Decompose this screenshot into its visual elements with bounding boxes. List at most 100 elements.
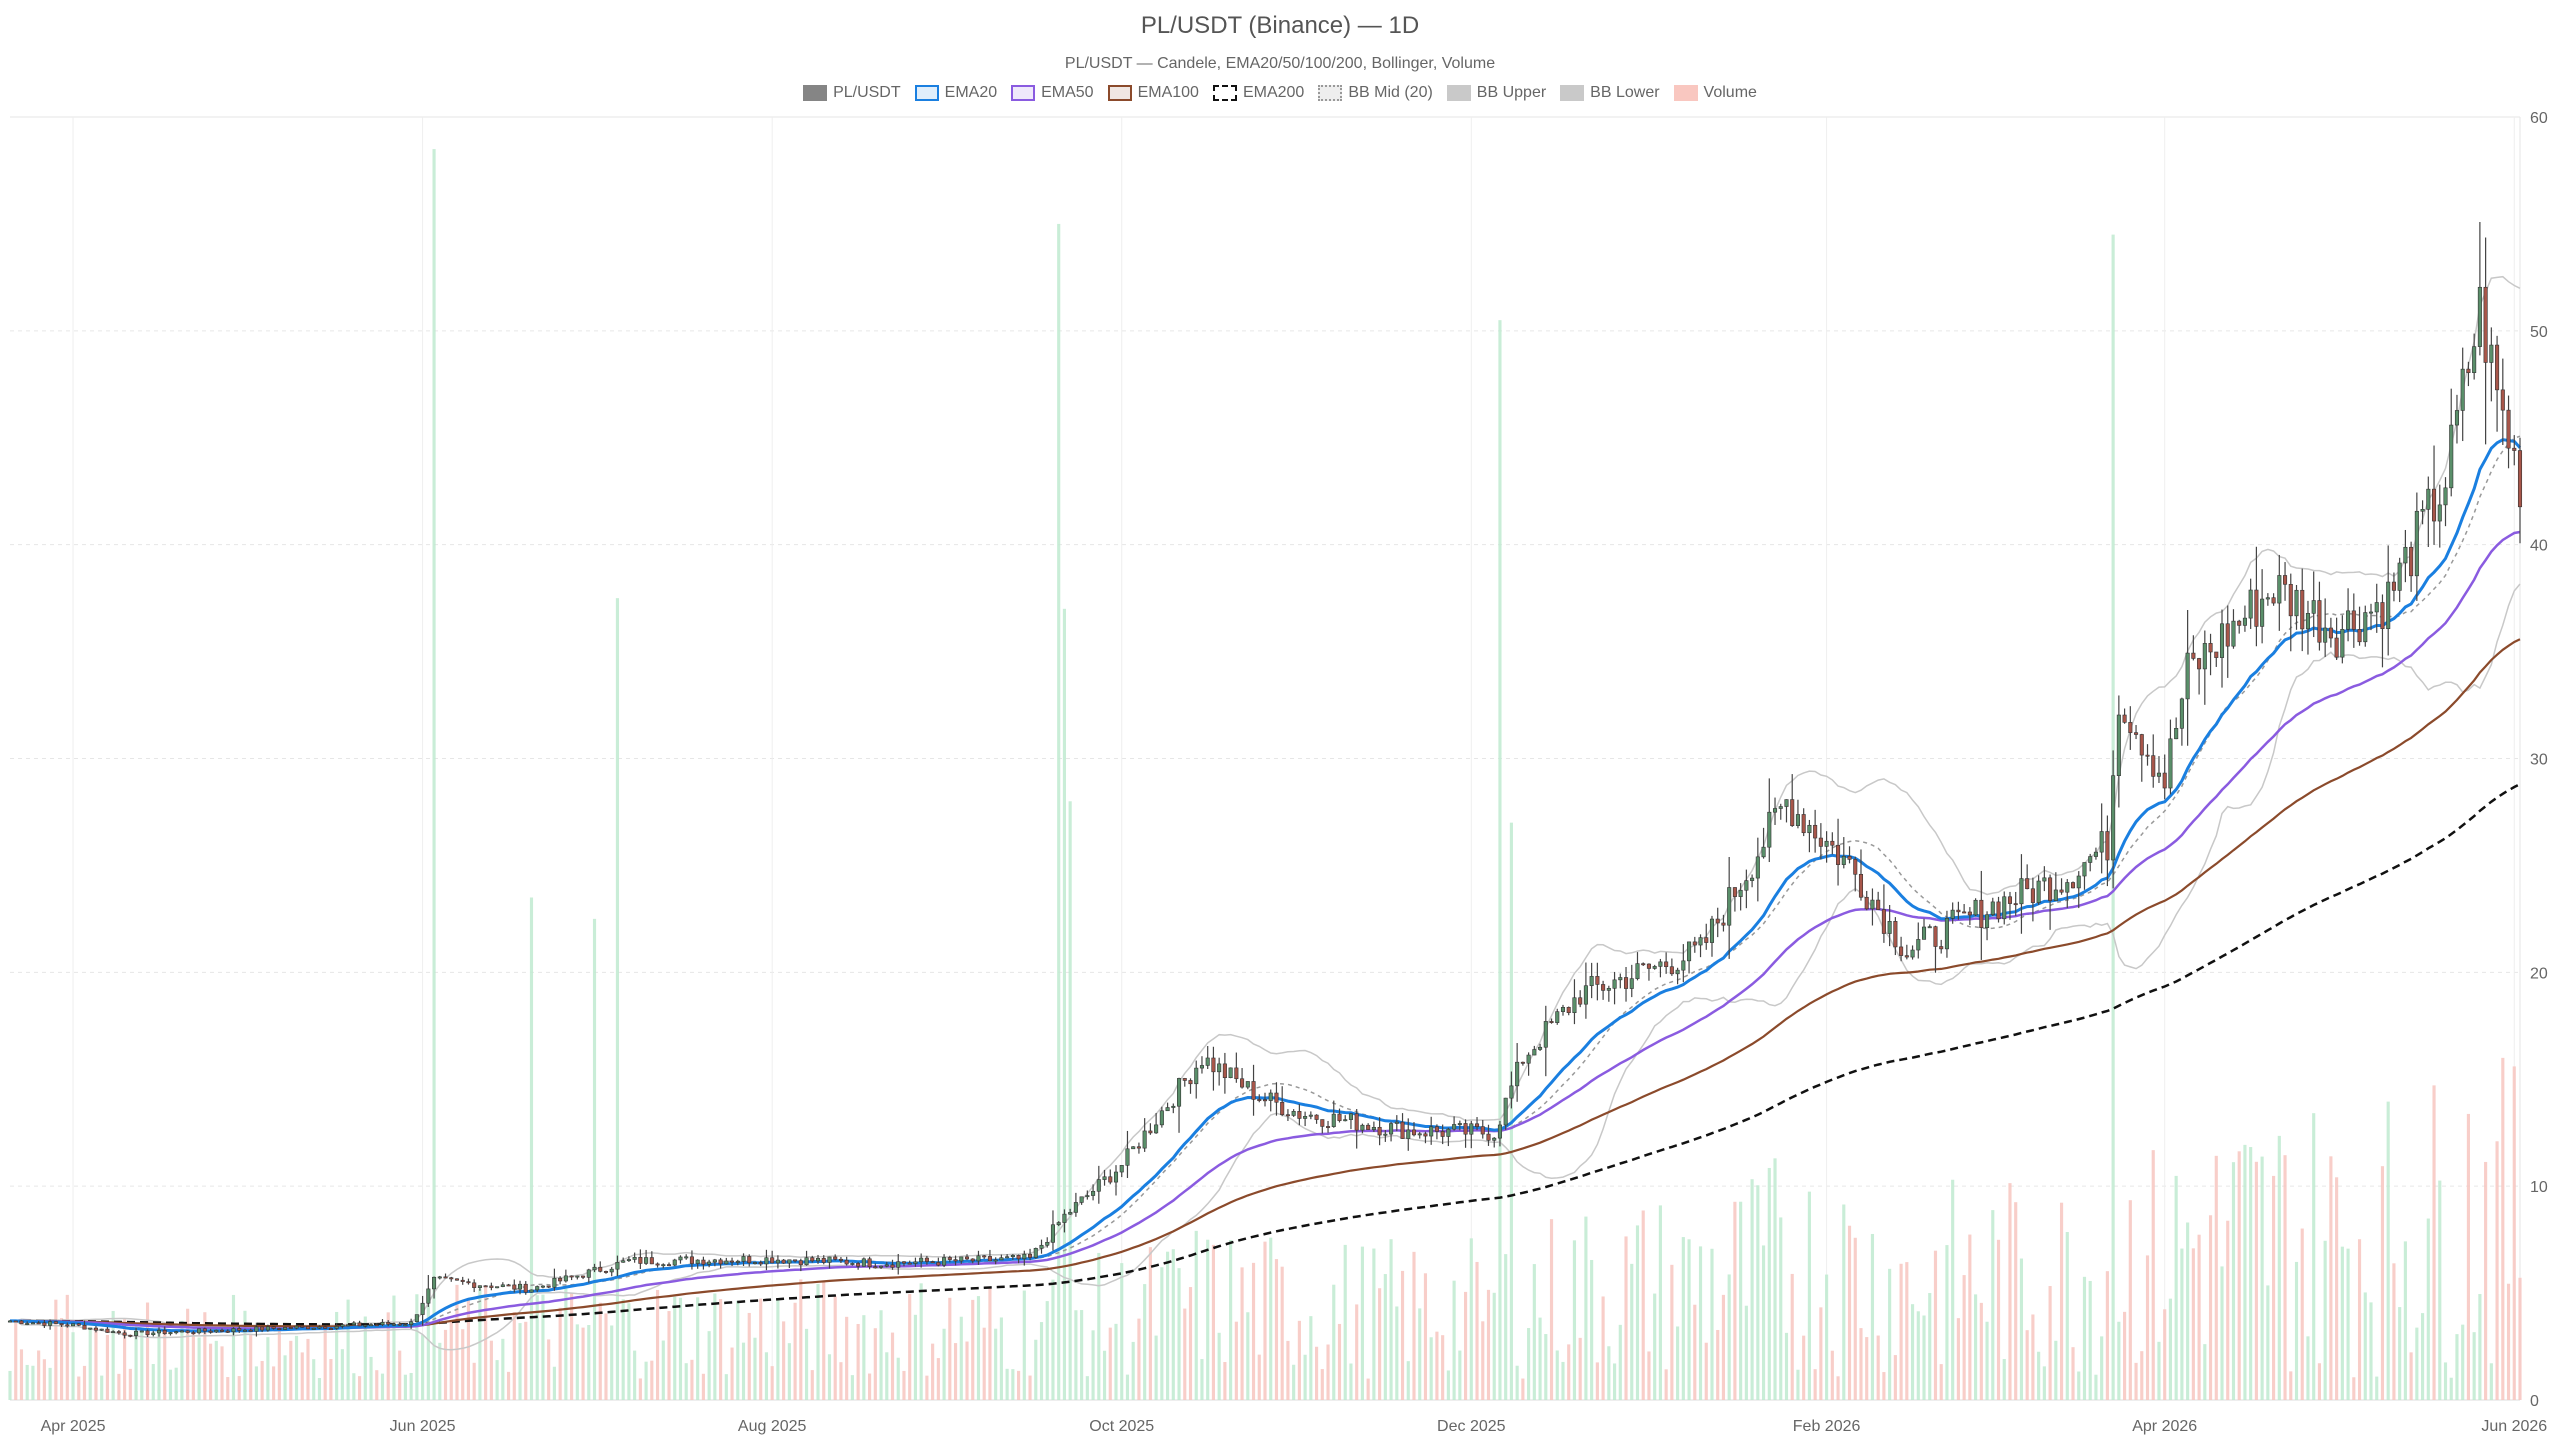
candle-body (225, 1330, 230, 1333)
candle-body (999, 1257, 1004, 1261)
candle-body (111, 1331, 116, 1334)
volume-bar (719, 1299, 723, 1400)
candle-body (1096, 1179, 1101, 1192)
candle-body (202, 1328, 207, 1332)
candle-body (1389, 1123, 1394, 1135)
legend-item[interactable]: Volume (1673, 84, 1757, 102)
candle-body (1503, 1097, 1508, 1126)
volume-bar (1916, 1311, 1920, 1400)
volume-bar (1320, 1369, 1324, 1400)
legend-item[interactable]: PL/USDT (803, 84, 901, 102)
volume-bar (231, 1294, 236, 1400)
volume-bar (1870, 1233, 1875, 1400)
candle-body (2460, 368, 2465, 411)
candle-body (609, 1268, 614, 1273)
volume-bar (421, 1334, 425, 1400)
candle-body (1881, 909, 1886, 934)
volume-bar (638, 1378, 642, 1400)
candle-body (1904, 955, 1909, 958)
volume-bar (2054, 1340, 2058, 1400)
candle-body (2483, 286, 2488, 363)
volume-bar (581, 1327, 585, 1400)
candle-body (1549, 1021, 1554, 1023)
volume-bar (392, 1295, 396, 1400)
legend-item[interactable]: EMA200 (1212, 84, 1304, 102)
candle-body (1595, 976, 1600, 985)
candle-body (775, 1259, 780, 1264)
candle-body (1383, 1133, 1388, 1136)
candle-body (19, 1320, 24, 1325)
volume-bar (2443, 1362, 2448, 1400)
volume-bar (535, 1295, 539, 1400)
volume-bar (2031, 1314, 2035, 1400)
candle-body (701, 1259, 706, 1265)
candle-body (1732, 887, 1737, 897)
candle-body (305, 1326, 311, 1330)
candle-body (36, 1322, 41, 1325)
volume-bar (1704, 1342, 1708, 1400)
volume-bar (1068, 801, 1072, 1400)
candle-body (2002, 896, 2007, 920)
volume-bar (799, 1279, 803, 1400)
candle-body (2025, 878, 2030, 890)
candle-body (42, 1322, 47, 1326)
candle-body (890, 1264, 895, 1268)
legend-item[interactable]: EMA50 (1011, 84, 1094, 102)
volume-bar (2231, 1162, 2236, 1400)
candle-body (1606, 988, 1611, 991)
legend-item[interactable]: EMA100 (1107, 84, 1199, 102)
candle-body (1045, 1242, 1050, 1246)
volume-bar (386, 1312, 390, 1400)
volume-bar (1486, 1289, 1491, 1400)
volume-bar (2352, 1377, 2356, 1400)
volume-bar (2415, 1327, 2419, 1400)
volume-bar (1355, 1304, 1359, 1400)
volume-bar (1521, 1378, 1525, 1400)
candle-body (1772, 808, 1778, 813)
candle-body (1446, 1128, 1451, 1137)
legend-label: EMA20 (944, 84, 998, 101)
candle-body (1629, 978, 1634, 989)
volume-bar (1171, 1249, 1175, 1400)
candle-body (145, 1330, 150, 1335)
bb-lower-line (10, 583, 2521, 1351)
volume-bar (856, 1323, 860, 1400)
candle-body (300, 1325, 305, 1328)
volume-bar (2272, 1175, 2276, 1400)
volume-bar (1802, 1335, 1806, 1400)
volume-bar (1194, 1230, 1198, 1400)
volume-bar (2186, 1222, 2190, 1400)
legend-item[interactable]: EMA20 (914, 84, 998, 102)
volume-bar (1888, 1268, 1892, 1400)
candle-body (873, 1266, 878, 1269)
candle-body (2019, 878, 2024, 905)
volume-bar (111, 1310, 115, 1400)
candle-body (930, 1261, 935, 1264)
volume-bar (982, 1327, 986, 1400)
candle-body (1784, 799, 1789, 807)
volume-bar (678, 1297, 683, 1400)
candle-body (1222, 1063, 1227, 1079)
candle-body (2380, 602, 2385, 629)
legend-item[interactable]: BB Mid (20) (1318, 84, 1433, 102)
candle-body (1669, 966, 1674, 975)
candle-body (1480, 1126, 1485, 1135)
candle-body (1085, 1195, 1090, 1198)
candle-body (2374, 602, 2379, 613)
legend-item[interactable]: BB Lower (1560, 84, 1660, 102)
candle-body (1360, 1124, 1365, 1131)
y-tick-label: 20 (2530, 965, 2548, 982)
candle-body (621, 1260, 626, 1263)
volume-bar (249, 1334, 253, 1400)
candle-body (1778, 806, 1783, 809)
candle-body (2248, 589, 2253, 619)
volume-bar (398, 1350, 402, 1400)
candle-body (2042, 877, 2047, 882)
candle-body (2059, 889, 2064, 893)
candle-body (2007, 896, 2013, 904)
legend-item[interactable]: BB Upper (1446, 84, 1546, 102)
volume-bar (1807, 1191, 1811, 1400)
candle-body (220, 1329, 225, 1332)
volume-bar (684, 1363, 688, 1400)
candle-body (953, 1259, 958, 1262)
